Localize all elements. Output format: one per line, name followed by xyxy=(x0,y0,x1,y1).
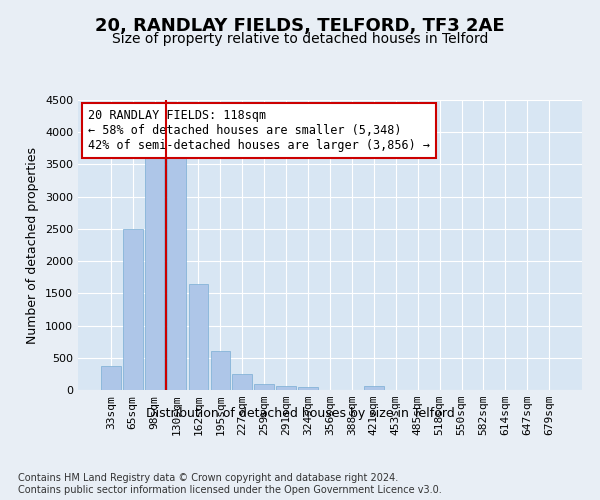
Bar xyxy=(167,148,187,390)
Bar xyxy=(101,366,121,390)
Bar xyxy=(298,387,318,390)
Bar xyxy=(276,386,296,390)
Bar xyxy=(188,284,208,390)
Bar xyxy=(211,352,230,390)
Text: Contains HM Land Registry data © Crown copyright and database right 2024.
Contai: Contains HM Land Registry data © Crown c… xyxy=(18,474,442,495)
Bar xyxy=(254,384,274,390)
Bar xyxy=(123,229,143,390)
Y-axis label: Number of detached properties: Number of detached properties xyxy=(26,146,40,344)
Text: Size of property relative to detached houses in Telford: Size of property relative to detached ho… xyxy=(112,32,488,46)
Text: Distribution of detached houses by size in Telford: Distribution of detached houses by size … xyxy=(146,408,454,420)
Bar xyxy=(145,148,164,390)
Text: 20, RANDLAY FIELDS, TELFORD, TF3 2AE: 20, RANDLAY FIELDS, TELFORD, TF3 2AE xyxy=(95,18,505,36)
Text: 20 RANDLAY FIELDS: 118sqm
← 58% of detached houses are smaller (5,348)
42% of se: 20 RANDLAY FIELDS: 118sqm ← 58% of detac… xyxy=(88,108,430,152)
Bar xyxy=(232,374,252,390)
Bar xyxy=(364,386,384,390)
